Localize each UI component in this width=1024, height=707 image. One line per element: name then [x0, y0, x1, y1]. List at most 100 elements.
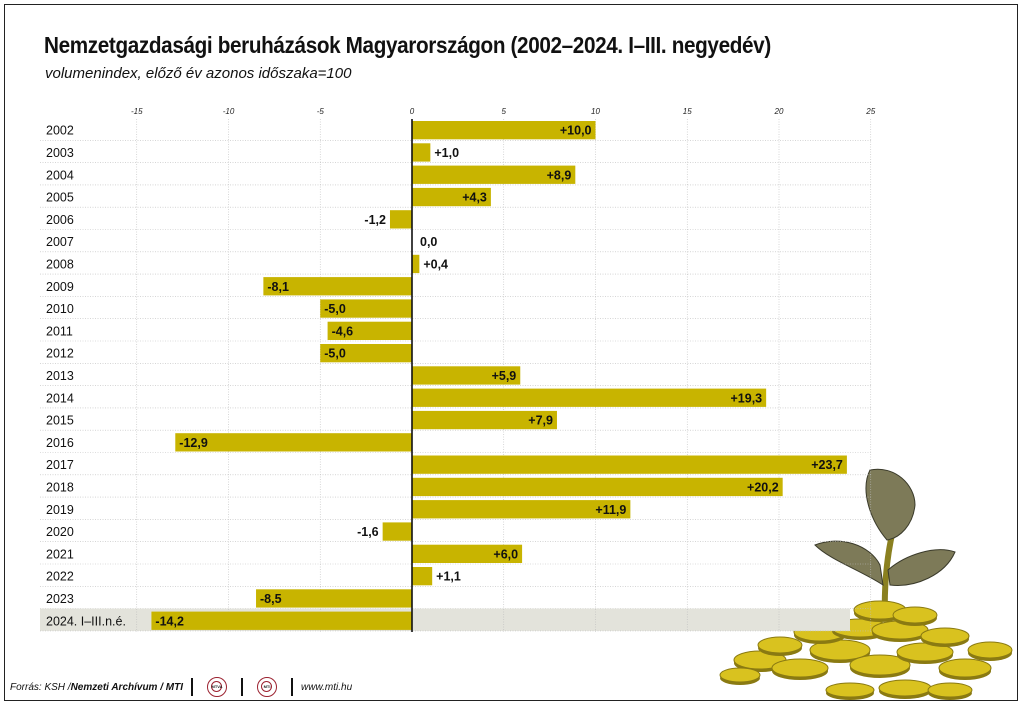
- category-label: 2007: [46, 235, 74, 249]
- value-label: +5,9: [492, 369, 517, 383]
- x-tick-label: 25: [865, 107, 875, 116]
- category-label: 2015: [46, 414, 74, 428]
- chart-title: Nemzetgazdasági beruházások Magyarország…: [44, 32, 771, 58]
- value-label: -4,6: [332, 324, 354, 338]
- x-tick-label: -15: [131, 107, 143, 116]
- value-label: +11,9: [595, 503, 626, 517]
- coin-icon: [825, 682, 875, 698]
- bar: [263, 277, 412, 296]
- value-label: +4,3: [462, 191, 487, 205]
- mtva-logo-text: MTVA: [211, 684, 223, 689]
- x-tick-label: 20: [774, 107, 784, 116]
- value-label: -8,5: [260, 592, 282, 606]
- bar: [151, 611, 412, 630]
- coin-icon: [967, 641, 1013, 659]
- category-label: 2002: [46, 124, 74, 138]
- coin-icon: [771, 658, 829, 678]
- category-label: 2010: [46, 302, 74, 316]
- mti-logo-text: MTI: [263, 684, 271, 689]
- category-label: 2017: [46, 458, 74, 472]
- source-bold: Nemzeti Archívum / MTI: [70, 681, 184, 693]
- value-label: +1,0: [434, 146, 459, 160]
- coin-icon: [849, 654, 911, 676]
- value-labels: +10,0 +1,0 +8,9 +4,3 -1,2 0,0 +0,4 -8,1 -5,0 -4,6…: [155, 124, 843, 629]
- category-label: 2003: [46, 146, 74, 160]
- value-label: +1,1: [436, 570, 461, 584]
- value-label: -12,9: [179, 436, 208, 450]
- category-label: 2012: [46, 347, 74, 361]
- category-label: 2019: [46, 503, 74, 517]
- footer-separator: [291, 678, 294, 696]
- value-label: +23,7: [811, 458, 843, 472]
- bar: [412, 388, 767, 407]
- x-axis-ticks: -15 -10 -5 0 5 10 15 20 25: [131, 107, 876, 116]
- plant-leaf: [887, 549, 956, 586]
- bar: [412, 143, 431, 162]
- bar: [389, 210, 412, 229]
- bar: [412, 254, 420, 274]
- category-label: 2014: [46, 391, 74, 405]
- category-label: 2021: [46, 547, 74, 561]
- x-tick-label: -10: [223, 107, 235, 116]
- category-label: 2005: [46, 191, 74, 205]
- category-label: 2022: [46, 570, 74, 584]
- value-label: +20,2: [747, 480, 779, 494]
- bar: [412, 455, 847, 474]
- mti-logo-icon: MTI: [257, 677, 278, 697]
- bar: [320, 344, 412, 363]
- value-label: +0,4: [423, 257, 448, 271]
- bar: [412, 477, 783, 497]
- footer-separator: [191, 678, 194, 696]
- category-label: 2023: [46, 592, 74, 606]
- bar: [412, 121, 596, 140]
- category-label: 2024. I–III.n.é.: [46, 614, 126, 628]
- value-label: -5,0: [324, 302, 346, 316]
- coin-icon: [757, 636, 803, 654]
- coin-plant-illustration: [719, 468, 1013, 700]
- plant-leaf: [814, 540, 884, 587]
- mtva-logo-icon: MTVA: [207, 677, 228, 697]
- footer-separator: [241, 678, 244, 696]
- category-label: 2013: [46, 369, 74, 383]
- plant-leaf: [865, 468, 916, 541]
- chart-bars: [151, 121, 847, 630]
- value-label: -14,2: [155, 614, 184, 628]
- x-tick-label: -5: [317, 107, 325, 116]
- infographic-frame: [4, 4, 1018, 701]
- source-prefix: Forrás: KSH /: [10, 681, 71, 693]
- value-label: -1,2: [364, 213, 386, 227]
- value-label: +19,3: [731, 391, 763, 405]
- coin-icon: [920, 627, 970, 645]
- bar: [412, 165, 576, 184]
- x-tick-label: 10: [591, 107, 600, 116]
- bar: [256, 589, 412, 608]
- coin-icon: [878, 679, 932, 697]
- x-tick-label: 0: [410, 107, 415, 116]
- coin-icon: [938, 658, 992, 678]
- x-tick-label: 5: [502, 107, 507, 116]
- bar: [412, 187, 491, 207]
- value-label: +7,9: [528, 414, 553, 428]
- bar: [327, 321, 412, 340]
- website-link[interactable]: www.mti.hu: [301, 681, 353, 693]
- footer: Forrás: KSH / Nemzeti Archívum / MTI MTV…: [10, 676, 352, 698]
- category-label: 2018: [46, 480, 74, 494]
- value-label: -5,0: [324, 347, 346, 361]
- value-label: -1,6: [357, 525, 379, 539]
- value-label: +10,0: [560, 124, 592, 138]
- bar: [412, 544, 523, 563]
- category-label: 2020: [46, 525, 74, 539]
- category-label: 2016: [46, 436, 74, 450]
- bar: [382, 522, 412, 541]
- x-tick-label: 15: [683, 107, 692, 116]
- bar: [412, 567, 433, 586]
- chart-gridlines: [136, 119, 872, 632]
- value-label: -8,1: [267, 280, 289, 294]
- bar: [175, 433, 412, 452]
- category-label: 2006: [46, 213, 74, 227]
- chart-subtitle: volumenindex, előző év azonos időszaka=1…: [45, 65, 352, 82]
- bar: [412, 366, 521, 385]
- category-labels: 2002 2003 2004 2005 2006 2007 2008 2009 2010 2011…: [46, 124, 126, 629]
- bar: [412, 410, 557, 430]
